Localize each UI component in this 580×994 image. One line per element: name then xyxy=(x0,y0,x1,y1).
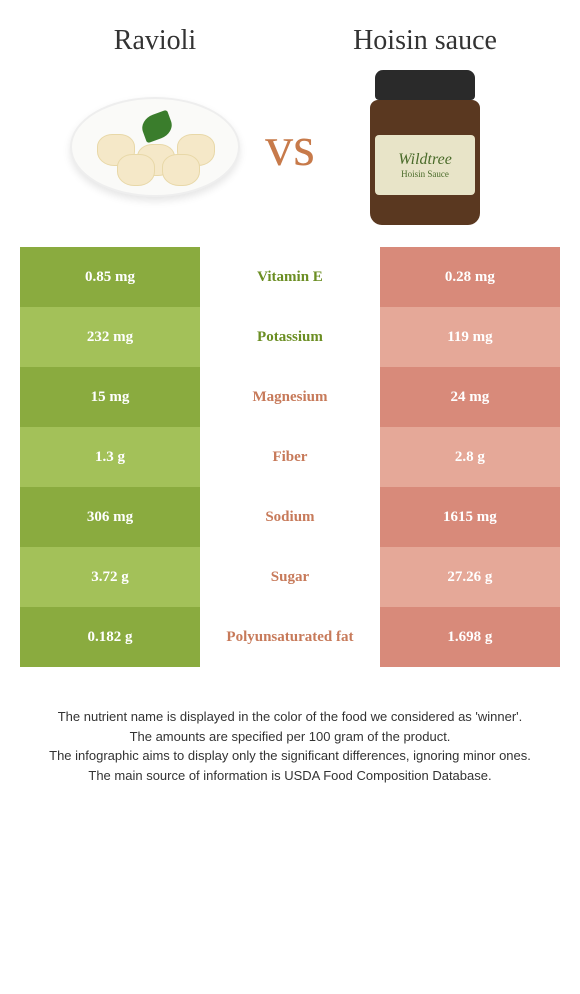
nutrient-table: 0.85 mgVitamin E0.28 mg232 mgPotassium11… xyxy=(20,247,560,667)
nutrient-name: Magnesium xyxy=(200,367,380,427)
table-row: 1.3 gFiber2.8 g xyxy=(20,427,560,487)
nutrient-name: Potassium xyxy=(200,307,380,367)
table-row: 306 mgSodium1615 mg xyxy=(20,487,560,547)
value-left: 306 mg xyxy=(20,487,200,547)
vs-text: vs xyxy=(265,115,315,179)
hoisin-image: Wildtree Hoisin Sauce xyxy=(335,77,515,217)
jar-product: Hoisin Sauce xyxy=(401,169,449,179)
ravioli-image xyxy=(65,77,245,217)
value-left: 15 mg xyxy=(20,367,200,427)
footer-line-4: The main source of information is USDA F… xyxy=(30,766,550,786)
value-left: 1.3 g xyxy=(20,427,200,487)
footer-line-3: The infographic aims to display only the… xyxy=(30,746,550,766)
table-row: 15 mgMagnesium24 mg xyxy=(20,367,560,427)
value-right: 27.26 g xyxy=(380,547,560,607)
value-right: 1615 mg xyxy=(380,487,560,547)
value-right: 1.698 g xyxy=(380,607,560,667)
jar-brand: Wildtree xyxy=(398,151,452,169)
value-right: 0.28 mg xyxy=(380,247,560,307)
food1-title: Ravioli xyxy=(34,25,277,57)
table-row: 0.182 gPolyunsaturated fat1.698 g xyxy=(20,607,560,667)
nutrient-name: Sodium xyxy=(200,487,380,547)
value-left: 0.182 g xyxy=(20,607,200,667)
table-row: 232 mgPotassium119 mg xyxy=(20,307,560,367)
nutrient-name: Vitamin E xyxy=(200,247,380,307)
value-left: 232 mg xyxy=(20,307,200,367)
table-row: 0.85 mgVitamin E0.28 mg xyxy=(20,247,560,307)
value-left: 3.72 g xyxy=(20,547,200,607)
footer: The nutrient name is displayed in the co… xyxy=(0,667,580,805)
value-right: 24 mg xyxy=(380,367,560,427)
images-row: vs Wildtree Hoisin Sauce xyxy=(0,67,580,247)
nutrient-name: Polyunsaturated fat xyxy=(200,607,380,667)
food2-title: Hoisin sauce xyxy=(304,25,547,57)
footer-line-1: The nutrient name is displayed in the co… xyxy=(30,707,550,727)
header: Ravioli Hoisin sauce xyxy=(0,0,580,67)
value-right: 2.8 g xyxy=(380,427,560,487)
value-left: 0.85 mg xyxy=(20,247,200,307)
table-row: 3.72 gSugar27.26 g xyxy=(20,547,560,607)
nutrient-name: Sugar xyxy=(200,547,380,607)
footer-line-2: The amounts are specified per 100 gram o… xyxy=(30,727,550,747)
nutrient-name: Fiber xyxy=(200,427,380,487)
value-right: 119 mg xyxy=(380,307,560,367)
